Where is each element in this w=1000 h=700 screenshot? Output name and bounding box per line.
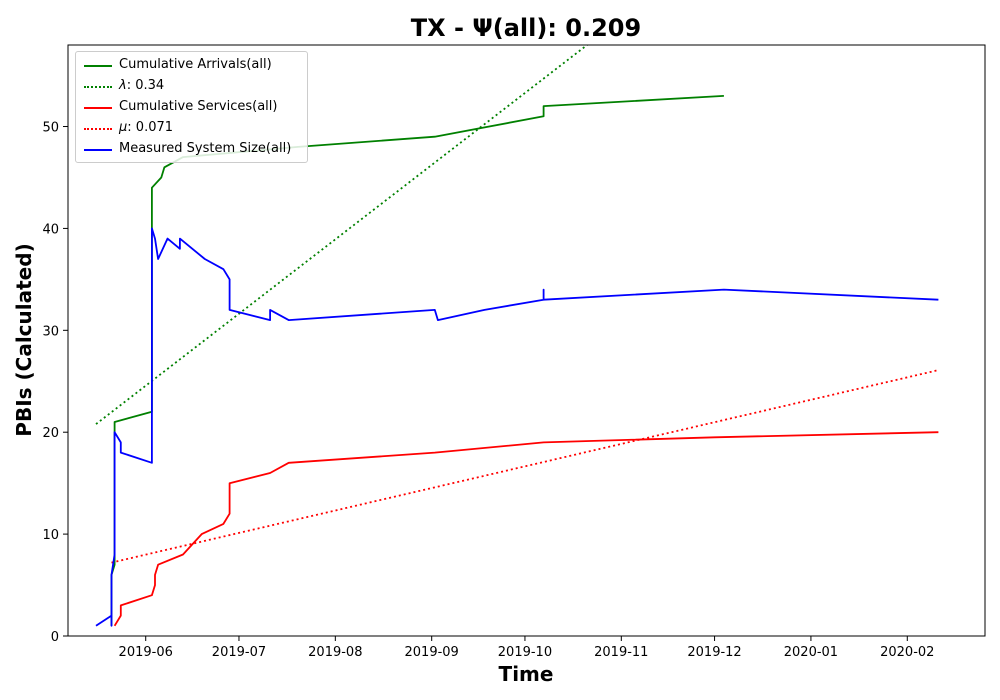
legend-label-system-size: Measured System Size(all) [119,141,292,156]
legend-label-lambda: λ: 0.34 [119,78,164,93]
y-tick-label: 50 [42,121,59,136]
legend-label-arrivals: Cumulative Arrivals(all) [119,57,272,72]
x-axis-label: Time [499,662,554,686]
x-tick-label: 2019-06 [119,645,173,660]
x-tick-label: 2019-10 [498,645,552,660]
lambda-value: : 0.34 [126,78,165,93]
y-axis-label: PBIs (Calculated) [12,243,36,436]
legend-item-mu: μ: 0.071 [76,118,307,138]
mu-value: : 0.071 [127,120,174,135]
x-tick-label: 2019-08 [308,645,362,660]
legend-swatch-arrivals [84,65,112,67]
x-tick-label: 2019-12 [687,645,741,660]
legend-label-services: Cumulative Services(all) [119,99,278,114]
legend-swatch-services [84,107,112,109]
series-line-2 [113,431,939,627]
x-tick-label: 2019-11 [594,645,648,660]
y-tick-label: 0 [51,630,59,645]
legend-swatch-system-size [84,149,112,151]
series-line-1 [95,45,588,425]
x-tick-label: 2020-02 [880,645,934,660]
x-tick-label: 2019-07 [212,645,266,660]
series-line-3 [111,369,939,564]
y-tick-label: 40 [42,222,59,237]
y-tick-label: 10 [42,528,59,543]
chart-title: TX - Ψ(all): 0.209 [411,14,641,42]
x-tick-label: 2019-09 [405,645,459,660]
legend-item-services: Cumulative Services(all) [76,97,307,117]
y-tick-label: 20 [42,426,59,441]
x-tick-label: 2020-01 [784,645,838,660]
legend-label-mu: μ: 0.071 [119,120,173,135]
x-axis: 2019-06 2019-07 2019-08 2019-09 2019-10 2019-… [119,636,934,660]
legend: Cumulative Arrivals(all) λ: 0.34 Cumulat… [75,51,308,163]
legend-item-lambda: λ: 0.34 [76,76,307,96]
series-layer [95,45,939,627]
y-tick-label: 30 [42,324,59,339]
mu-symbol: μ [119,120,128,135]
y-axis: 0 10 20 30 40 50 [42,121,68,645]
legend-item-system-size: Measured System Size(all) [76,139,307,159]
legend-swatch-mu [84,128,112,130]
legend-swatch-lambda [84,86,112,88]
plot-frame [67,44,986,637]
legend-item-arrivals: Cumulative Arrivals(all) [76,55,307,75]
series-line-4 [95,227,939,627]
lambda-symbol: λ [119,78,127,93]
